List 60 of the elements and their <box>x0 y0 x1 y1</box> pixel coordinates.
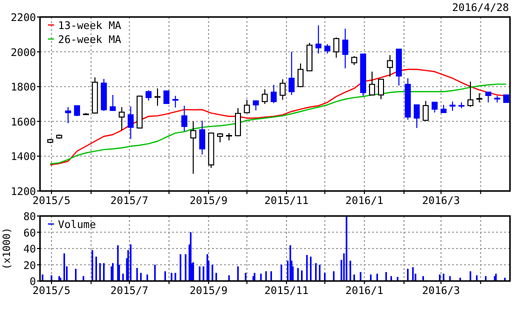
x-tick-label: 2016/3 <box>422 285 460 297</box>
candlestick <box>485 92 492 103</box>
candlestick <box>110 94 116 112</box>
candlestick <box>118 106 125 131</box>
candlestick <box>422 100 429 122</box>
candlestick <box>467 81 474 108</box>
candlestick <box>414 104 420 129</box>
x-tick-label: 2015/9 <box>190 285 228 297</box>
x-tick-label: 2016/3 <box>422 195 460 207</box>
x-tick-label: 2015/7 <box>110 285 148 297</box>
candlestick <box>190 120 196 174</box>
x-tick-label: 2015/11 <box>264 285 309 297</box>
candlestick <box>333 37 340 58</box>
candlestick <box>476 92 482 103</box>
candlestick <box>217 132 224 143</box>
x-tick-label: 2016/1 <box>345 195 384 207</box>
x-tick-label: 2015/5 <box>32 195 70 207</box>
candlestick <box>298 62 304 88</box>
candlestick <box>234 108 241 137</box>
y-tick-label: 60 <box>23 227 36 240</box>
candlestick <box>252 100 259 111</box>
y-tick-label: 1600 <box>10 116 36 128</box>
candlestick <box>369 71 376 96</box>
x-tick-label: 2016/1 <box>345 285 384 297</box>
candlestick <box>172 95 178 108</box>
candlestick <box>154 88 160 106</box>
y-tick-label: 1800 <box>10 82 36 94</box>
candlestick <box>378 78 384 100</box>
candlestick <box>128 106 134 140</box>
candlestick <box>288 51 295 96</box>
legend-label: Volume <box>58 219 96 231</box>
candlestick <box>181 105 188 132</box>
y-tick-label: 20 <box>23 260 36 272</box>
candlestick <box>270 84 277 104</box>
y-tick-label: 80 <box>23 211 36 223</box>
y-tick-label: 2200 <box>10 12 36 24</box>
y-tick-label: 0 <box>30 276 36 288</box>
legend-label: 26-week MA <box>58 34 122 46</box>
candlestick <box>280 78 286 100</box>
candlestick <box>324 44 330 54</box>
candlestick <box>199 120 206 155</box>
y-tick-label: 1400 <box>10 151 36 164</box>
candlestick <box>244 99 250 114</box>
y-axis-title: (x1000) <box>2 227 13 270</box>
candlestick <box>386 54 393 78</box>
candlestick <box>65 106 72 124</box>
x-tick-label: 2015/5 <box>32 285 70 297</box>
x-tick-label: 2015/7 <box>110 195 148 207</box>
candlestick <box>450 101 456 112</box>
candlestick <box>262 88 268 104</box>
y-tick-label: 2000 <box>10 46 36 59</box>
candlestick <box>315 24 322 54</box>
y-tick-label: 40 <box>23 244 36 256</box>
chart-subtitle: 2016/4/28 <box>452 2 509 14</box>
x-tick-label: 2015/11 <box>264 195 309 207</box>
candlestick <box>146 90 152 102</box>
y-tick-label: 1200 <box>10 186 36 198</box>
x-tick-label: 2015/9 <box>190 195 228 207</box>
candlestick <box>342 28 348 69</box>
legend-label: 13-week MA <box>58 20 122 32</box>
